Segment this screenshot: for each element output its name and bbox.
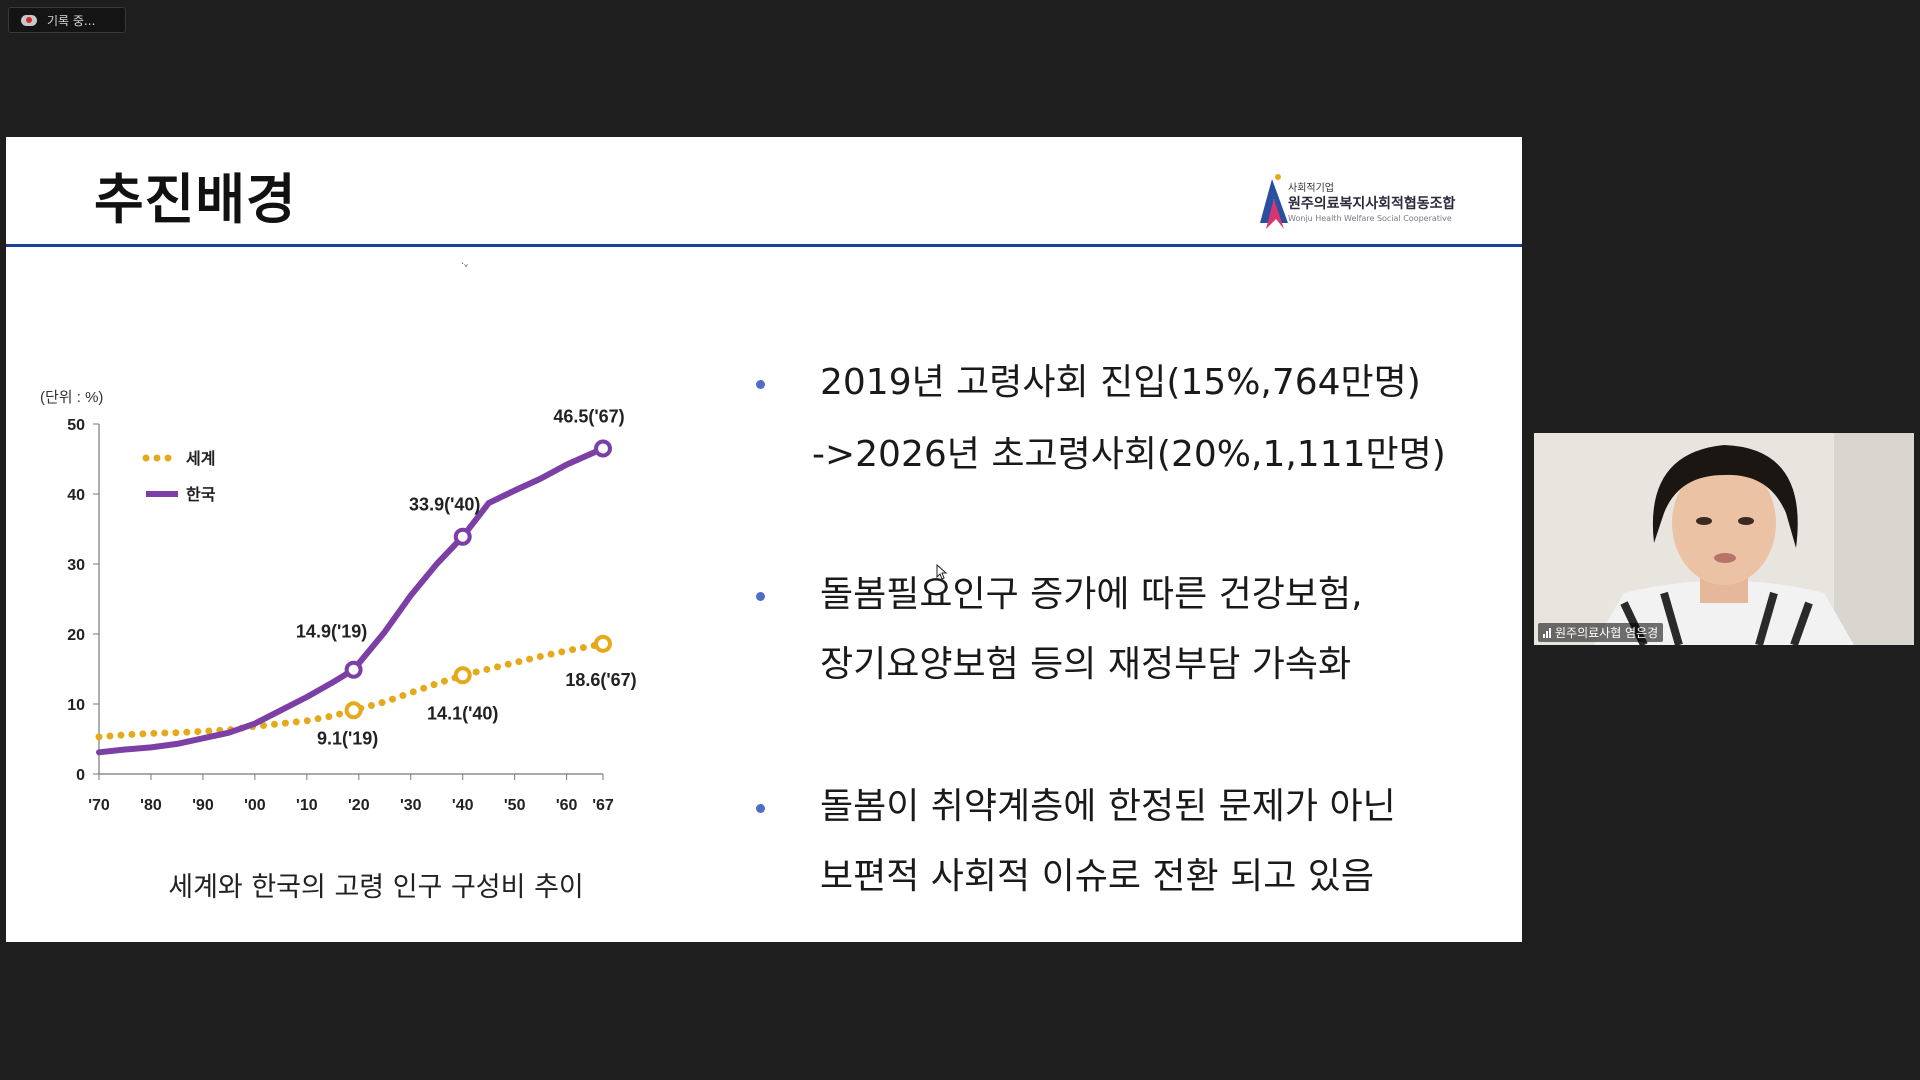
x-tick-label: '40 [452, 797, 474, 812]
x-tick-label: '10 [296, 797, 318, 812]
stray-mark: ·ᵥ [461, 259, 469, 270]
bullet-dot-icon [756, 592, 765, 601]
data-point-marker [594, 634, 612, 653]
data-point-marker [594, 439, 612, 458]
data-label: 18.6('67) [565, 670, 636, 690]
bullet-dot-icon [756, 380, 765, 389]
x-tick-label: '20 [348, 797, 370, 812]
x-tick-label: '90 [192, 797, 214, 812]
bullet-line: 2019년 고령사회 진입(15%,764만명) [820, 362, 1421, 403]
bullet-line: 돌봄이 취약계층에 한정된 문제가 아닌 [820, 786, 1396, 827]
recording-label: 기록 중... [47, 13, 96, 28]
logo-mark-icon [1260, 174, 1288, 229]
mouse-cursor-icon [936, 564, 948, 580]
data-point-marker [344, 660, 363, 679]
slide-title: 추진배경 [94, 168, 297, 231]
legend-label: 한국 [186, 485, 216, 504]
chart-unit-label: (단위 : %) [40, 389, 103, 406]
bullet-line: ->2026년 초고령사회(20%,1,111만명) [812, 434, 1446, 475]
data-point-marker [344, 701, 363, 720]
data-label: 14.9('19) [296, 622, 367, 642]
data-point-marker [453, 666, 472, 685]
participant-avatar [1534, 433, 1914, 645]
data-label: 14.1('40) [427, 703, 498, 723]
y-tick-label: 30 [67, 557, 85, 574]
data-point-marker [453, 527, 472, 546]
y-tick-label: 50 [67, 417, 85, 434]
record-icon [21, 14, 37, 26]
logo-subtitle: 사회적기업 [1288, 183, 1334, 194]
x-tick-label: '70 [88, 797, 110, 812]
logo-name: 원주의료복지사회적협동조합 [1288, 196, 1456, 212]
participant-name-tag: 원주의료사협 염은경 [1538, 623, 1664, 642]
participant-video[interactable]: 원주의료사협 염은경 [1534, 433, 1914, 645]
bullet-line: 돌봄필요인구 증가에 따른 건강보험, [820, 574, 1363, 615]
participant-name: 원주의료사협 염은경 [1555, 626, 1659, 640]
bullet-line: 장기요양보험 등의 재정부담 가속화 [820, 644, 1352, 685]
series-line-korea [96, 445, 606, 756]
population-chart: (단위 : %) 0 10 20 30 40 50 '70 '80 '90 '00 '10 '20 '30… [40, 389, 637, 812]
recording-indicator[interactable]: 기록 중... [8, 7, 126, 33]
title-divider [6, 244, 1522, 247]
x-tick-label: '60 [556, 797, 578, 812]
chart-caption: 세계와 한국의 고령 인구 구성비 추이 [168, 872, 584, 903]
signal-strength-icon [1543, 627, 1551, 638]
series-line-world [95, 640, 607, 741]
y-tick-label: 20 [67, 627, 85, 644]
data-label: 33.9('40) [409, 495, 480, 515]
data-label: 46.5('67) [553, 407, 624, 427]
organization-logo: 사회적기업 원주의료복지사회적협동조합 Wonju Health Welfare… [1254, 173, 1459, 231]
data-label: 9.1('19) [317, 728, 378, 748]
x-tick-label: '30 [400, 797, 422, 812]
x-tick-label: '67 [592, 797, 614, 812]
x-tick-label: '00 [244, 797, 266, 812]
logo-english-name: Wonju Health Welfare Social Cooperative [1288, 214, 1452, 223]
shared-slide: 추진배경 사회적기업 원주의료복지사회적협동조합 Wonju Health We… [6, 137, 1522, 942]
y-tick-label: 10 [67, 697, 85, 714]
x-tick-label: '80 [140, 797, 162, 812]
bullet-dot-icon [756, 804, 765, 813]
y-tick-label: 0 [76, 767, 85, 784]
x-tick-label: '50 [504, 797, 526, 812]
y-tick-label: 40 [67, 487, 85, 504]
bullet-line: 보편적 사회적 이슈로 전환 되고 있음 [820, 856, 1375, 897]
legend-label: 세계 [186, 449, 215, 468]
